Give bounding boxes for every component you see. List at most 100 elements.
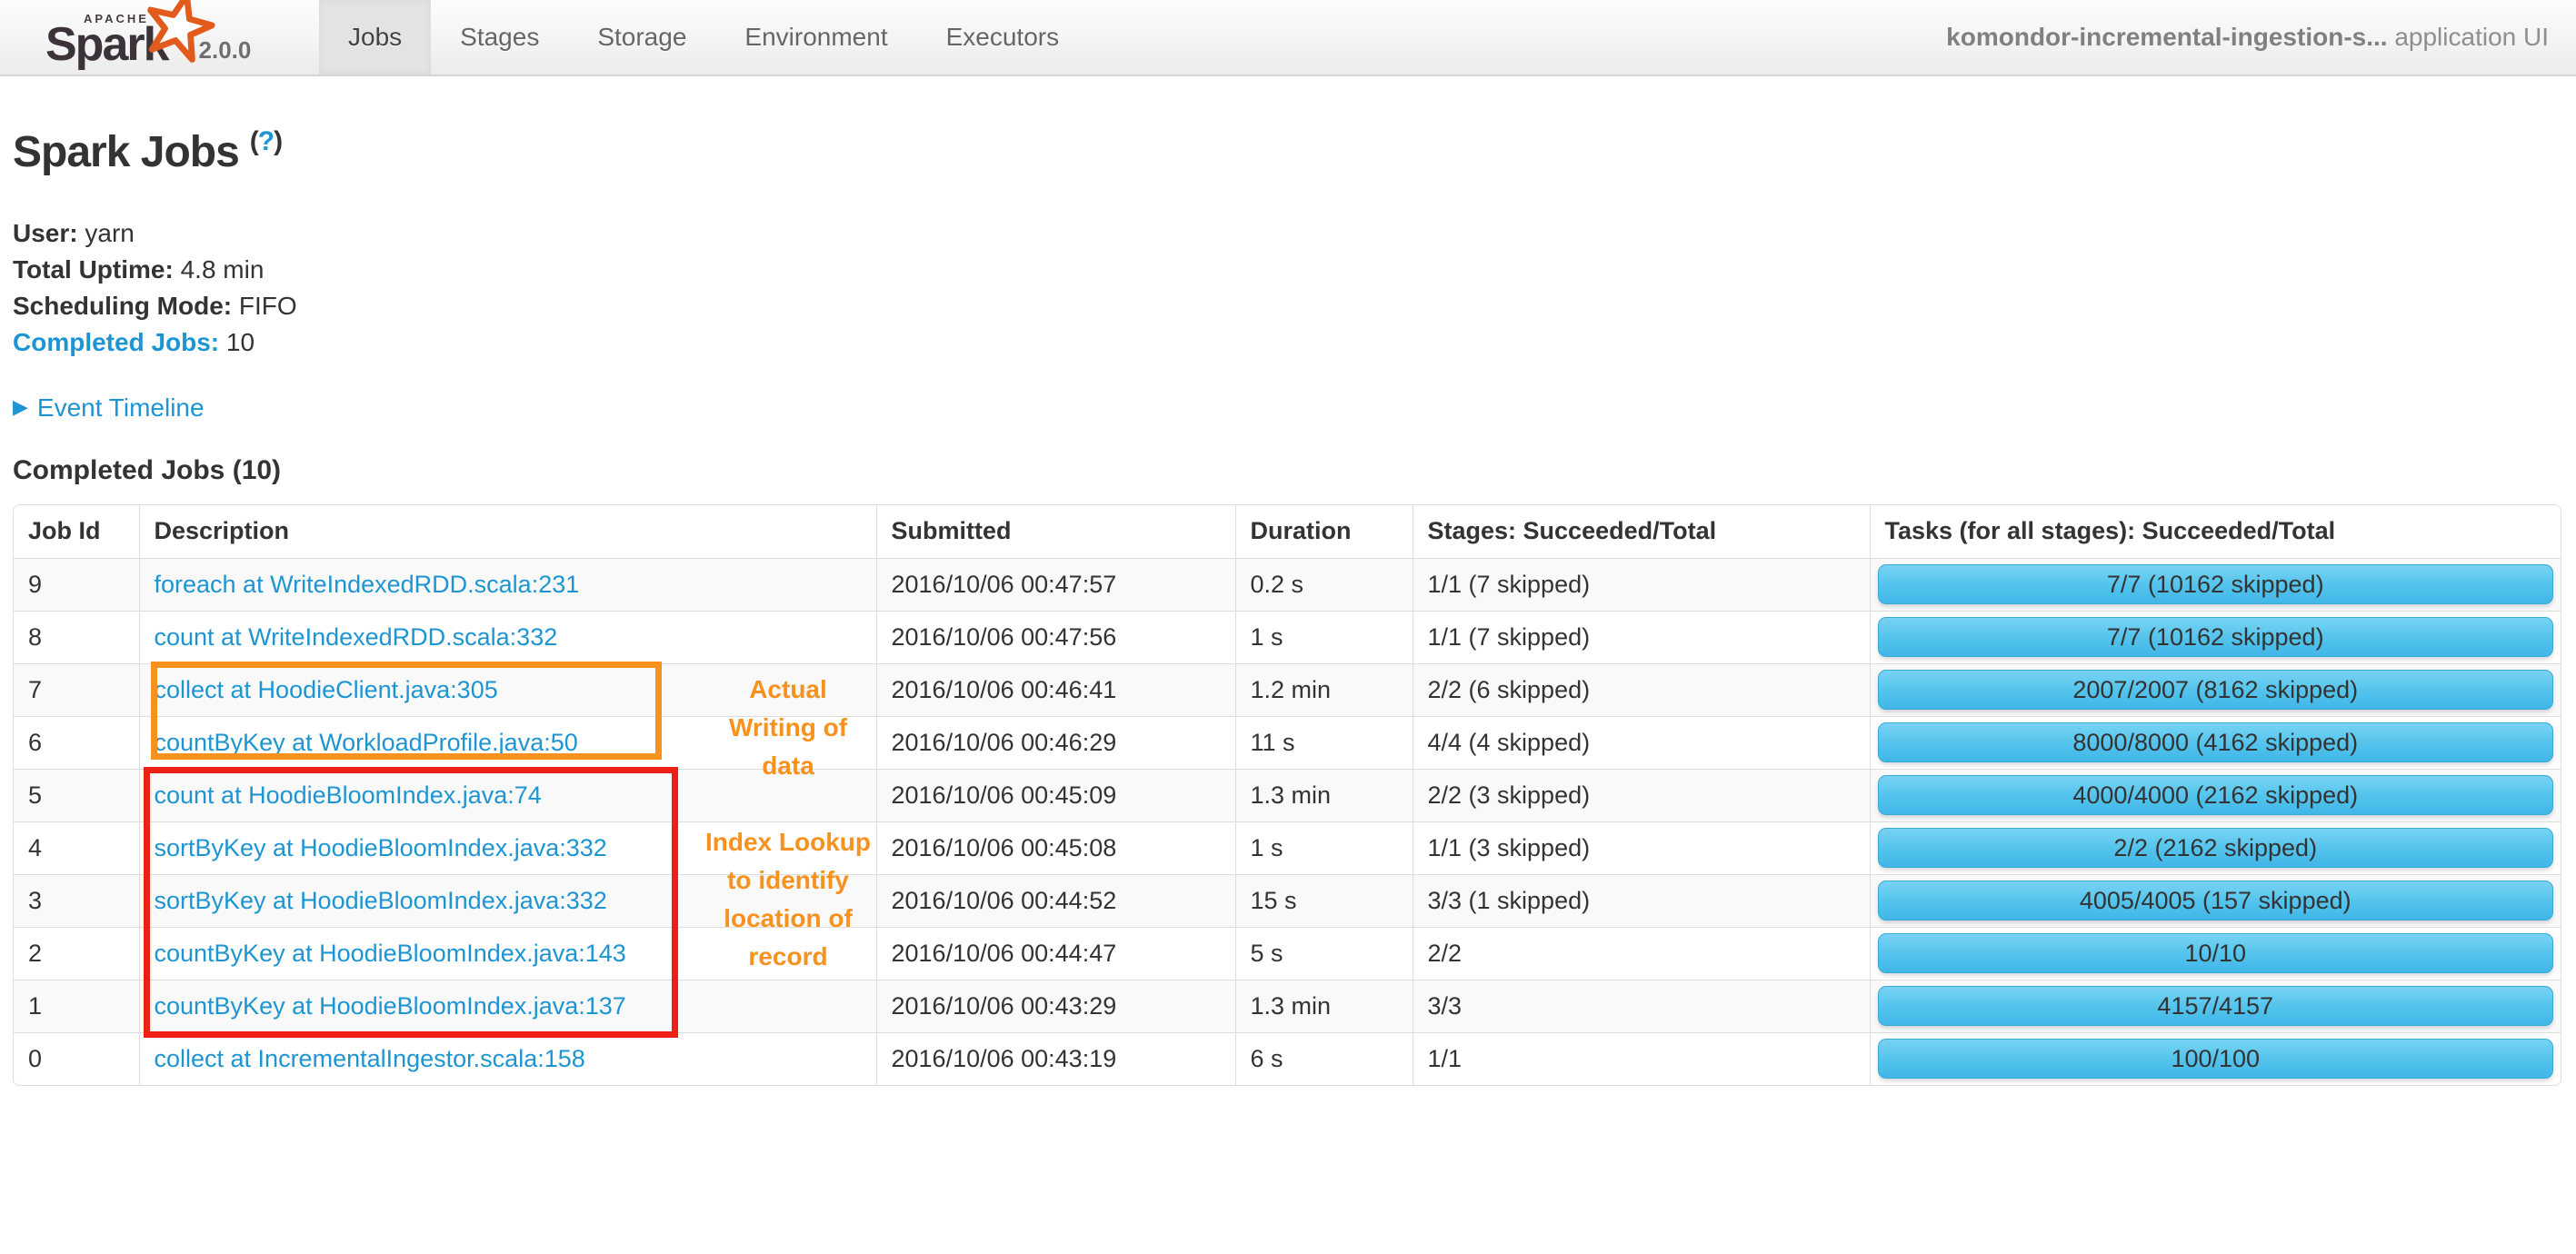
spark-wordmark: APACHE Spark <box>45 0 215 71</box>
description-cell: sortByKey at HoodieBloomIndex.java:332 <box>138 821 876 874</box>
header-job-id: Job Id <box>14 505 139 558</box>
table-row: 6 countByKey at WorkloadProfile.java:50 … <box>14 715 2561 769</box>
stages-cell: 4/4 (4 skipped) <box>1412 715 1870 769</box>
task-progress-label: 7/7 (10162 skipped) <box>2106 622 2324 651</box>
description-cell: countByKey at WorkloadProfile.java:50 <box>138 715 876 769</box>
help-question-link[interactable]: ? <box>257 126 275 156</box>
submitted-cell: 2016/10/06 00:44:52 <box>875 873 1235 927</box>
stages-cell: 1/1 (3 skipped) <box>1412 821 1870 874</box>
event-timeline-toggle[interactable]: ▶ Event Timeline <box>13 393 2563 423</box>
table-row: 3 sortByKey at HoodieBloomIndex.java:332… <box>14 873 2561 927</box>
spark-brand-name: Spark <box>45 18 170 71</box>
stages-cell: 1/1 (7 skipped) <box>1412 557 1870 611</box>
tasks-cell: 4005/4005 (157 skipped) <box>1869 873 2561 927</box>
stages-cell: 3/3 (1 skipped) <box>1412 873 1870 927</box>
spark-version: 2.0.0 <box>198 35 252 64</box>
job-id-cell: 7 <box>14 662 139 716</box>
job-id-cell: 2 <box>14 926 139 980</box>
duration-cell: 0.2 s <box>1234 557 1413 611</box>
submitted-cell: 2016/10/06 00:44:47 <box>875 926 1235 980</box>
page-title: Spark Jobs (?) <box>13 126 283 176</box>
completed-jobs-row: Completed Jobs: 10 <box>13 328 255 356</box>
task-progress-bar: 8000/8000 (4162 skipped) <box>1877 722 2553 762</box>
task-progress-label: 8000/8000 (4162 skipped) <box>2072 728 2359 756</box>
tab-executors[interactable]: Executors <box>945 23 1060 51</box>
task-progress-bar: 7/7 (10162 skipped) <box>1877 564 2553 604</box>
duration-cell: 6 s <box>1234 1031 1413 1085</box>
tab-environment[interactable]: Environment <box>744 23 888 51</box>
submitted-cell: 2016/10/06 00:46:41 <box>875 662 1235 716</box>
job-id-cell: 5 <box>14 768 139 821</box>
job-id-cell: 4 <box>14 821 139 874</box>
submitted-cell: 2016/10/06 00:47:57 <box>875 557 1235 611</box>
job-description-link[interactable]: collect at HoodieClient.java:305 <box>154 675 498 703</box>
duration-cell: 15 s <box>1234 873 1413 927</box>
tasks-cell: 4000/4000 (2162 skipped) <box>1869 768 2561 821</box>
tab-storage[interactable]: Storage <box>597 23 687 51</box>
job-description-link[interactable]: sortByKey at HoodieBloomIndex.java:332 <box>154 833 607 861</box>
description-cell: countByKey at HoodieBloomIndex.java:143 <box>138 926 876 980</box>
duration-cell: 1 s <box>1234 610 1413 663</box>
job-description-link[interactable]: count at HoodieBloomIndex.java:74 <box>154 781 542 809</box>
job-description-link[interactable]: count at WriteIndexedRDD.scala:332 <box>154 622 558 651</box>
task-progress-label: 4000/4000 (2162 skipped) <box>2072 781 2359 809</box>
uptime-row: Total Uptime: 4.8 min <box>13 255 265 284</box>
page-content: Spark Jobs (?) User: yarn Total Uptime: 4… <box>0 126 2576 1086</box>
job-description-link[interactable]: countByKey at WorkloadProfile.java:50 <box>154 728 578 756</box>
table-row: 9 foreach at WriteIndexedRDD.scala:231 2… <box>14 557 2561 611</box>
job-description-link[interactable]: foreach at WriteIndexedRDD.scala:231 <box>154 570 580 598</box>
job-id-cell: 8 <box>14 610 139 663</box>
submitted-cell: 2016/10/06 00:43:19 <box>875 1031 1235 1085</box>
submitted-cell: 2016/10/06 00:46:29 <box>875 715 1235 769</box>
apache-label: APACHE <box>84 12 149 25</box>
duration-cell: 5 s <box>1234 926 1413 980</box>
stages-cell: 2/2 <box>1412 926 1870 980</box>
job-description-link[interactable]: sortByKey at HoodieBloomIndex.java:332 <box>154 886 607 914</box>
completed-jobs-link[interactable]: Completed Jobs: <box>13 328 220 356</box>
submitted-cell: 2016/10/06 00:45:08 <box>875 821 1235 874</box>
tasks-cell: 4157/4157 <box>1869 979 2561 1032</box>
duration-cell: 1.3 min <box>1234 979 1413 1032</box>
task-progress-bar: 7/7 (10162 skipped) <box>1877 617 2553 657</box>
task-progress-label: 4157/4157 <box>2157 991 2274 1020</box>
task-progress-bar: 4005/4005 (157 skipped) <box>1877 881 2553 921</box>
duration-cell: 1 s <box>1234 821 1413 874</box>
job-description-link[interactable]: countByKey at HoodieBloomIndex.java:137 <box>154 991 626 1020</box>
tasks-cell: 7/7 (10162 skipped) <box>1869 557 2561 611</box>
description-cell: foreach at WriteIndexedRDD.scala:231 <box>138 557 876 611</box>
job-summary-info: User: yarn Total Uptime: 4.8 min Schedul… <box>13 215 2563 361</box>
table-header: Job Id Description Submitted Duration St… <box>14 505 2561 558</box>
job-description-link[interactable]: collect at IncrementalIngestor.scala:158 <box>154 1044 585 1072</box>
job-id-cell: 6 <box>14 715 139 769</box>
description-cell: collect at IncrementalIngestor.scala:158 <box>138 1031 876 1085</box>
top-navbar: APACHE Spark 2.0.0 Jobs Stages Storage E… <box>0 0 2576 76</box>
spark-star-icon <box>136 0 220 68</box>
expand-arrow-icon: ▶ <box>13 395 28 418</box>
task-progress-bar: 2/2 (2162 skipped) <box>1877 828 2553 868</box>
table-row: 5 count at HoodieBloomIndex.java:74 2016… <box>14 768 2561 821</box>
task-progress-label: 100/100 <box>2171 1044 2261 1072</box>
nav-tabs: Jobs Stages Storage Environment Executor… <box>319 0 1088 75</box>
task-progress-label: 7/7 (10162 skipped) <box>2106 570 2324 598</box>
tab-stages[interactable]: Stages <box>460 23 540 51</box>
tasks-cell: 100/100 <box>1869 1031 2561 1085</box>
description-cell: collect at HoodieClient.java:305 <box>138 662 876 716</box>
table-row: 1 countByKey at HoodieBloomIndex.java:13… <box>14 979 2561 1032</box>
submitted-cell: 2016/10/06 00:43:29 <box>875 979 1235 1032</box>
stages-cell: 2/2 (3 skipped) <box>1412 768 1870 821</box>
task-progress-label: 4005/4005 (157 skipped) <box>2079 886 2351 914</box>
table-row: 8 count at WriteIndexedRDD.scala:332 201… <box>14 610 2561 663</box>
header-submitted: Submitted <box>875 505 1235 558</box>
completed-jobs-table: Job Id Description Submitted Duration St… <box>14 505 2561 1085</box>
stages-cell: 3/3 <box>1412 979 1870 1032</box>
job-id-cell: 0 <box>14 1031 139 1085</box>
application-ui-suffix: application UI <box>2387 23 2549 51</box>
spark-logo[interactable]: APACHE Spark 2.0.0 <box>0 0 319 75</box>
job-description-link[interactable]: countByKey at HoodieBloomIndex.java:143 <box>154 939 626 967</box>
tab-jobs[interactable]: Jobs <box>319 0 432 75</box>
tasks-cell: 10/10 <box>1869 926 2561 980</box>
description-cell: count at HoodieBloomIndex.java:74 <box>138 768 876 821</box>
duration-cell: 1.2 min <box>1234 662 1413 716</box>
header-stages: Stages: Succeeded/Total <box>1412 505 1870 558</box>
completed-jobs-table-container: Job Id Description Submitted Duration St… <box>13 504 2561 1086</box>
